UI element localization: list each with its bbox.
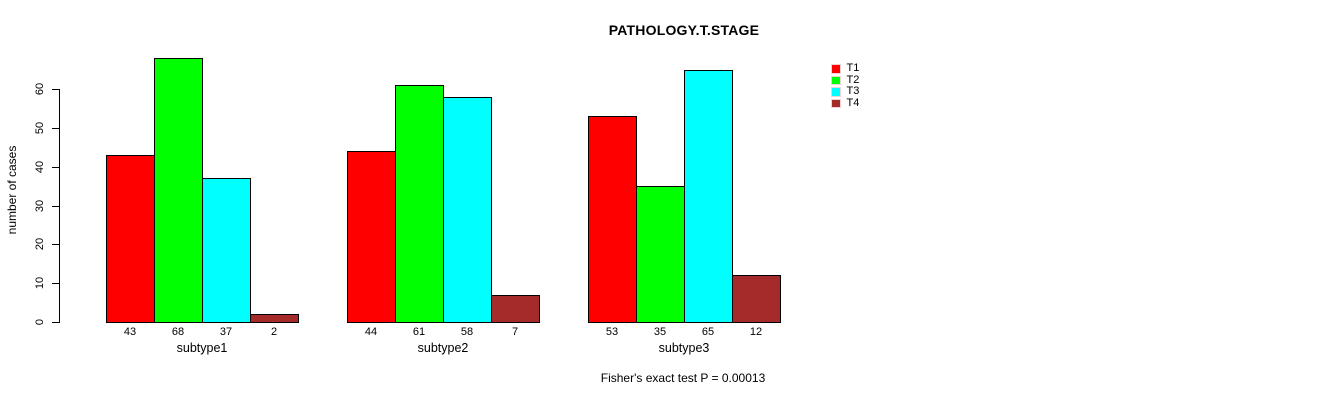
y-tick <box>52 322 59 323</box>
category-label-subtype3: subtype3 <box>658 341 710 355</box>
bar-t2-subtype3 <box>636 186 685 323</box>
bar-value-label: 37 <box>219 326 233 338</box>
bar-value-label: 65 <box>701 326 715 338</box>
y-tick-label: 10 <box>34 276 46 290</box>
y-tick <box>52 244 59 245</box>
legend-label: T1 <box>846 62 860 75</box>
caption-fishers-test: Fisher's exact test P = 0.00013 <box>600 371 766 385</box>
bar-value-label: 58 <box>460 326 474 338</box>
legend-swatch-t4 <box>831 98 841 108</box>
y-tick-label: 30 <box>34 199 46 213</box>
bar-t3-subtype3 <box>684 70 733 323</box>
bar-t4-subtype1 <box>250 314 299 323</box>
legend-label: T4 <box>846 96 860 109</box>
bar-t4-subtype3 <box>732 275 781 323</box>
legend-item-t3: T3 <box>831 86 859 98</box>
y-tick-label: 20 <box>34 237 46 251</box>
bar-t1-subtype1 <box>106 155 155 323</box>
legend-label: T3 <box>846 85 860 98</box>
legend: T1 T2 T3 T4 <box>831 63 859 109</box>
y-tick <box>52 167 59 168</box>
y-tick-label: 60 <box>34 82 46 96</box>
legend-label: T2 <box>846 73 860 86</box>
y-tick-label: 0 <box>34 318 46 326</box>
legend-item-t4: T4 <box>831 96 860 110</box>
chart-title: PATHOLOGY.T.STAGE <box>608 22 760 38</box>
y-tick <box>52 89 59 90</box>
y-tick <box>52 206 59 207</box>
bar-value-label: 68 <box>171 326 185 338</box>
bar-t1-subtype3 <box>588 116 637 323</box>
bar-t2-subtype1 <box>154 58 203 323</box>
bar-value-label: 61 <box>412 326 426 338</box>
bar-value-label: 2 <box>270 326 278 338</box>
bar-value-label: 44 <box>364 326 378 338</box>
y-axis-label: number of cases <box>5 145 19 235</box>
legend-swatch-t2 <box>831 75 841 85</box>
y-tick-label: 50 <box>34 121 46 135</box>
bar-t1-subtype2 <box>347 151 396 323</box>
legend-item-t2: T2 <box>831 73 860 87</box>
y-tick-label: 40 <box>34 160 46 174</box>
bar-value-label: 43 <box>123 326 137 338</box>
y-tick <box>52 283 59 284</box>
bar-value-label: 7 <box>511 326 519 338</box>
bar-t4-subtype2 <box>491 295 540 323</box>
category-label-subtype1: subtype1 <box>176 341 228 355</box>
legend-item-t1: T1 <box>831 63 859 75</box>
y-axis <box>59 89 60 323</box>
bar-t3-subtype1 <box>202 178 251 323</box>
y-tick <box>52 128 59 129</box>
bar-t3-subtype2 <box>443 97 492 323</box>
bar-t2-subtype2 <box>395 85 444 323</box>
bar-value-label: 12 <box>749 326 763 338</box>
category-label-subtype2: subtype2 <box>417 341 469 355</box>
legend-swatch-t3 <box>831 87 841 97</box>
bar-value-label: 53 <box>605 326 619 338</box>
legend-swatch-t1 <box>831 64 841 74</box>
bar-value-label: 35 <box>653 326 667 338</box>
